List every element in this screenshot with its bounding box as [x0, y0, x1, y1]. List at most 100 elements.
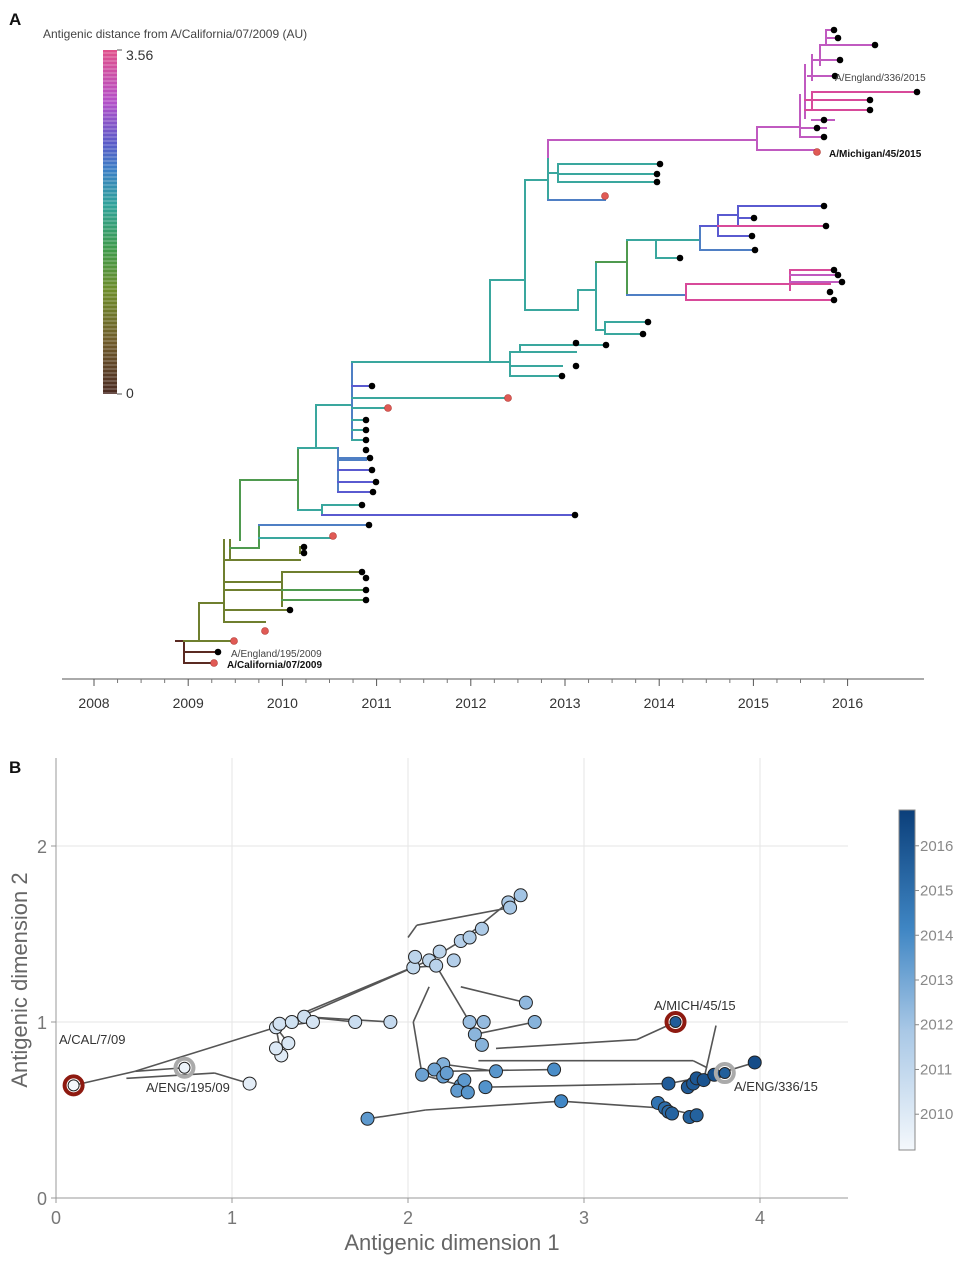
tree-tip: [820, 202, 828, 210]
tree-tip-reference: [210, 659, 218, 667]
antigenic-edge: [668, 1074, 715, 1085]
antigenic-point: [518, 995, 533, 1010]
x-axis-b-label: Antigenic dimension 1: [344, 1230, 559, 1255]
tree-tip: [826, 288, 834, 296]
antigenic-point: [284, 1015, 299, 1029]
tree-tip: [656, 160, 664, 168]
antigenic-edge: [474, 1021, 535, 1036]
antigenic-edge: [412, 986, 430, 1023]
antigenic-point: [527, 1015, 542, 1029]
antigenic-point: [462, 930, 477, 945]
antigenic-point: [457, 1073, 472, 1088]
tree-tip: [362, 416, 370, 424]
tree-tip: [362, 436, 370, 444]
antigenic-point: [348, 1015, 363, 1029]
y-axis-b-label: Antigenic dimension 2: [7, 872, 32, 1087]
colorbar-a-title: Antigenic distance from A/California/07/…: [43, 27, 307, 41]
tree-tip: [300, 549, 308, 557]
tree-tip: [572, 362, 580, 370]
tree-tip: [822, 222, 830, 230]
colorbar-b-tick-label: 2016: [920, 838, 953, 855]
antigenic-point: [478, 1080, 493, 1095]
antigenic-point: [682, 1110, 697, 1125]
antigenic-edge: [304, 1015, 391, 1023]
time-tick-label-2012: 2012: [455, 695, 486, 711]
antigenic-point: [269, 1041, 283, 1056]
colorbar-a-min-label: 0: [126, 385, 134, 401]
label-michigan: A/Michigan/45/2015: [829, 149, 922, 160]
tree-tip: [571, 511, 579, 519]
antigenic-edge: [275, 966, 414, 1029]
x-tick-label-b: 0: [51, 1208, 61, 1228]
label-eng336: A/ENG/336/15: [734, 1079, 818, 1094]
y-tick-label-b: 1: [37, 1013, 47, 1033]
antigenic-edge: [692, 1060, 708, 1069]
tree-tip: [836, 56, 844, 64]
tree-tip: [300, 543, 308, 551]
panel-b-letter: B: [9, 758, 22, 777]
tree-tip: [558, 372, 566, 380]
antigenic-point: [474, 921, 489, 936]
tree-tip: [866, 96, 874, 104]
antigenic-point: [383, 1015, 398, 1029]
antigenic-edge: [561, 1100, 666, 1110]
plot-b-ticks: 0 1 2 3 4 0 1 2: [37, 837, 765, 1228]
colorbar-b-tick-label: 2013: [920, 972, 953, 989]
tree-tip: [639, 330, 647, 338]
antigenic-point: [689, 1071, 704, 1086]
colorbar-b-tick-label: 2011: [920, 1061, 952, 1078]
antigenic-edge: [126, 1072, 215, 1080]
antigenic-point: [474, 1037, 489, 1052]
antigenic-edge: [460, 901, 509, 942]
antigenic-point: [427, 1062, 442, 1077]
tree-tip: [866, 106, 874, 114]
antigenic-edge: [507, 894, 522, 904]
x-tick-label-b: 1: [227, 1208, 237, 1228]
reference-strain-ring: [713, 1062, 736, 1085]
reference-strain-ring: [664, 1011, 687, 1033]
reference-strain-point: [669, 1016, 682, 1028]
tree-tip: [214, 648, 222, 656]
antigenic-point: [661, 1104, 676, 1119]
colorbar-b-ticks: 2010 2011 2012 2013 2014 2015 2016: [915, 838, 953, 1123]
antigenic-point: [476, 1015, 491, 1029]
tree-tip: [838, 278, 846, 286]
antigenic-point: [707, 1067, 722, 1082]
x-tick-label-b: 2: [403, 1208, 413, 1228]
antigenic-point: [281, 1036, 296, 1051]
antigenic-edge: [443, 1063, 497, 1073]
antigenic-edge: [134, 1026, 277, 1073]
time-axis: 2008 2009 2010 2011 2012 2013 2014 2015 2016: [78, 679, 863, 711]
tree-tip: [602, 341, 610, 349]
tree-tip: [871, 41, 879, 49]
antigenic-point: [696, 1073, 711, 1088]
label-cal: A/CAL/7/09: [59, 1032, 126, 1047]
antigenic-point: [360, 1111, 375, 1126]
colorbar-a-max-label: 3.56: [126, 47, 153, 63]
antigenic-point: [446, 953, 461, 968]
tree-tip: [751, 246, 759, 254]
tree-tip-reference: [504, 394, 512, 402]
antigenic-point: [650, 1095, 665, 1110]
antigenic-edge: [275, 1021, 314, 1029]
tree-tip: [368, 466, 376, 474]
antigenic-edge: [460, 928, 483, 942]
tree-tip: [676, 254, 684, 262]
reference-strain-point: [178, 1061, 191, 1074]
time-tick-label-2008: 2008: [78, 695, 109, 711]
tree-tip: [372, 478, 380, 486]
antigenic-edge: [135, 1066, 185, 1073]
antigenic-point: [453, 934, 468, 949]
y-tick-label-b: 2: [37, 837, 47, 857]
tree-tip: [362, 426, 370, 434]
tree-tip: [750, 214, 758, 222]
antigenic-point: [547, 1062, 562, 1077]
tree-tip: [368, 382, 376, 390]
reference-strain-point: [718, 1067, 731, 1080]
antigenic-point: [462, 1015, 477, 1029]
antigenic-edge: [416, 906, 511, 926]
label-mich: A/MICH/45/15: [654, 998, 736, 1013]
reference-strain-point: [67, 1079, 80, 1092]
antigenic-point: [432, 944, 447, 959]
tree-tip: [362, 586, 370, 594]
